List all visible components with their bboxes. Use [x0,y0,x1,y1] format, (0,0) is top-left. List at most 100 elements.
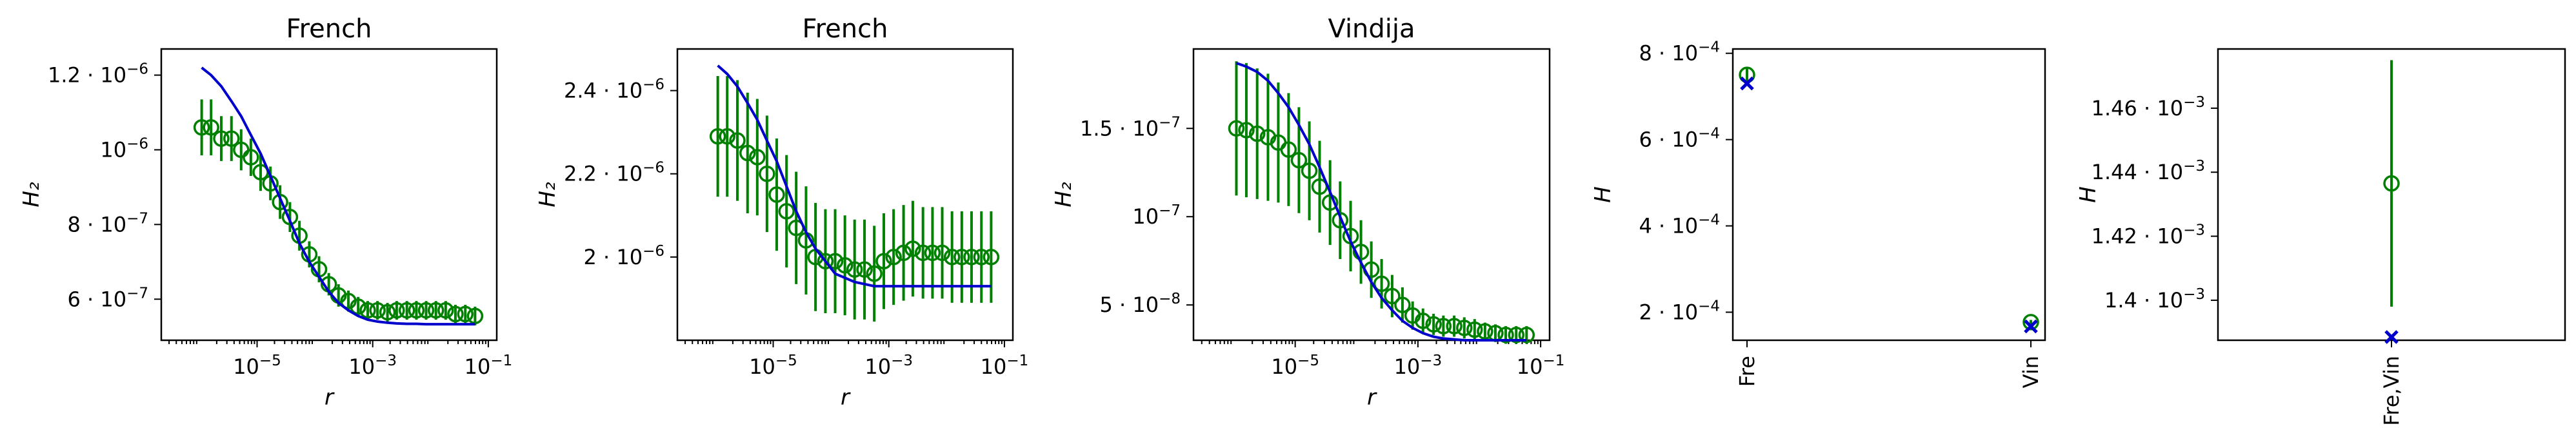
data-point [836,257,854,274]
data-point [447,305,464,323]
y-tick-label: 2.4 · 10−6 [564,77,664,103]
data-point [223,130,240,147]
y-tick-label: 2 · 10−4 [1639,298,1721,324]
x-tick-label: 10−1 [981,352,1029,379]
x-axis-label: r [324,385,335,410]
data-point [1238,122,1255,139]
data-point [826,253,844,270]
axes-frame [1732,48,2046,342]
data-point [213,130,230,147]
data-point [1301,162,1318,179]
data-point [1446,318,1463,334]
data-point [817,253,834,270]
y-tick-label: 1.4 · 10−3 [2104,286,2205,313]
y-tick-label: 1.2 · 10−6 [48,61,148,88]
panel-4: 2 · 10−4 4 · 10−4 6 · 10−4 8 · 10−4 H Fre Vin [1590,39,2046,388]
y-tick-label: 8 · 10−4 [1639,39,1721,66]
data-point [350,298,366,315]
data-point [866,265,883,282]
x-tick-label: 10−5 [1271,352,1319,379]
data-point [417,302,435,319]
panel-2: French 2 · 10−6 2.2 · 10−6 2.4 · 10−6 H₂ 10−5… [535,14,1028,410]
x-tick-label: 10−1 [464,352,513,379]
model-line [201,66,475,326]
data-point [1280,141,1297,158]
data-point [983,249,1000,265]
data-point [1228,120,1245,137]
data-point [2383,175,2400,192]
y-tick-label: 1.44 · 10−3 [2092,158,2205,184]
model-line [1235,62,1527,342]
data-point [398,302,415,319]
data-point [1466,321,1483,338]
y-tick-label: 4 · 10−4 [1639,212,1721,238]
data-point [973,249,990,265]
data-point [768,186,785,203]
x-category-label: Vin [2019,356,2043,388]
model-point [2024,319,2038,334]
panel-title: Vindija [1328,14,1415,44]
data-point [895,244,912,262]
y-tick-label: 10−7 [1132,202,1181,229]
data-point [778,203,795,220]
x-tick-label: 10−5 [749,352,797,379]
data-point [1290,151,1308,169]
data-point [1384,287,1401,305]
x-category-label: Fre [1735,356,1759,387]
panel-title: French [286,14,372,44]
y-axis-label: H₂ [1051,182,1077,208]
data-point [203,119,219,136]
y-tick-label: 2 · 10−6 [584,243,665,269]
y-tick-label: 8 · 10−7 [68,210,149,236]
data-point [1497,327,1514,343]
panel-1: French 6 · 10−7 8 · 10−7 10−6 1.2 · 10−6 H₂ 10… [19,14,512,410]
data-point [1352,244,1370,260]
model-point [1740,76,1754,91]
data-point [846,261,863,278]
axes-frame [160,48,498,342]
data-point [934,244,951,262]
data-point [856,261,873,278]
y-tick-label: 1.42 · 10−3 [2092,222,2205,249]
data-point [759,165,775,182]
data-point [1425,316,1442,333]
data-point [875,253,892,270]
y-tick-label: 1.5 · 10−7 [1080,114,1181,140]
y-tick-label: 6 · 10−7 [68,285,149,311]
panel-title: French [803,14,888,44]
x-axis-label: r [1367,385,1377,410]
data-point [885,249,902,265]
data-point [427,302,444,319]
y-tick-label: 2.2 · 10−6 [564,160,664,186]
y-axis-label: H₂ [19,182,45,208]
data-point [943,249,961,265]
data-point [924,244,941,262]
data-point [954,249,970,265]
data-point [408,302,425,319]
y-tick-label: 1.46 · 10−3 [2092,94,2205,121]
data-point [709,128,726,145]
y-axis-label: H [1590,186,1616,203]
x-tick-label: 10−3 [348,352,397,379]
data-point [1248,125,1266,142]
data-point [1518,327,1535,343]
x-tick-label: 10−5 [233,352,281,379]
data-point [379,304,396,321]
x-tick-label: 10−3 [864,352,913,379]
data-point [963,249,980,265]
data-point [719,128,735,145]
data-point [1415,313,1432,329]
data-point [193,119,210,136]
y-axis-label: H₂ [535,182,561,208]
data-point [369,302,386,319]
x-tick-label: 10−3 [1394,352,1443,379]
data-point [749,149,766,166]
data-point [1394,296,1411,313]
data-point [388,302,405,319]
data-point [1456,320,1473,336]
y-tick-label: 10−6 [100,135,148,162]
data-point [739,144,756,162]
data-point [1508,327,1525,343]
x-tick-label: 10−1 [1517,352,1565,379]
